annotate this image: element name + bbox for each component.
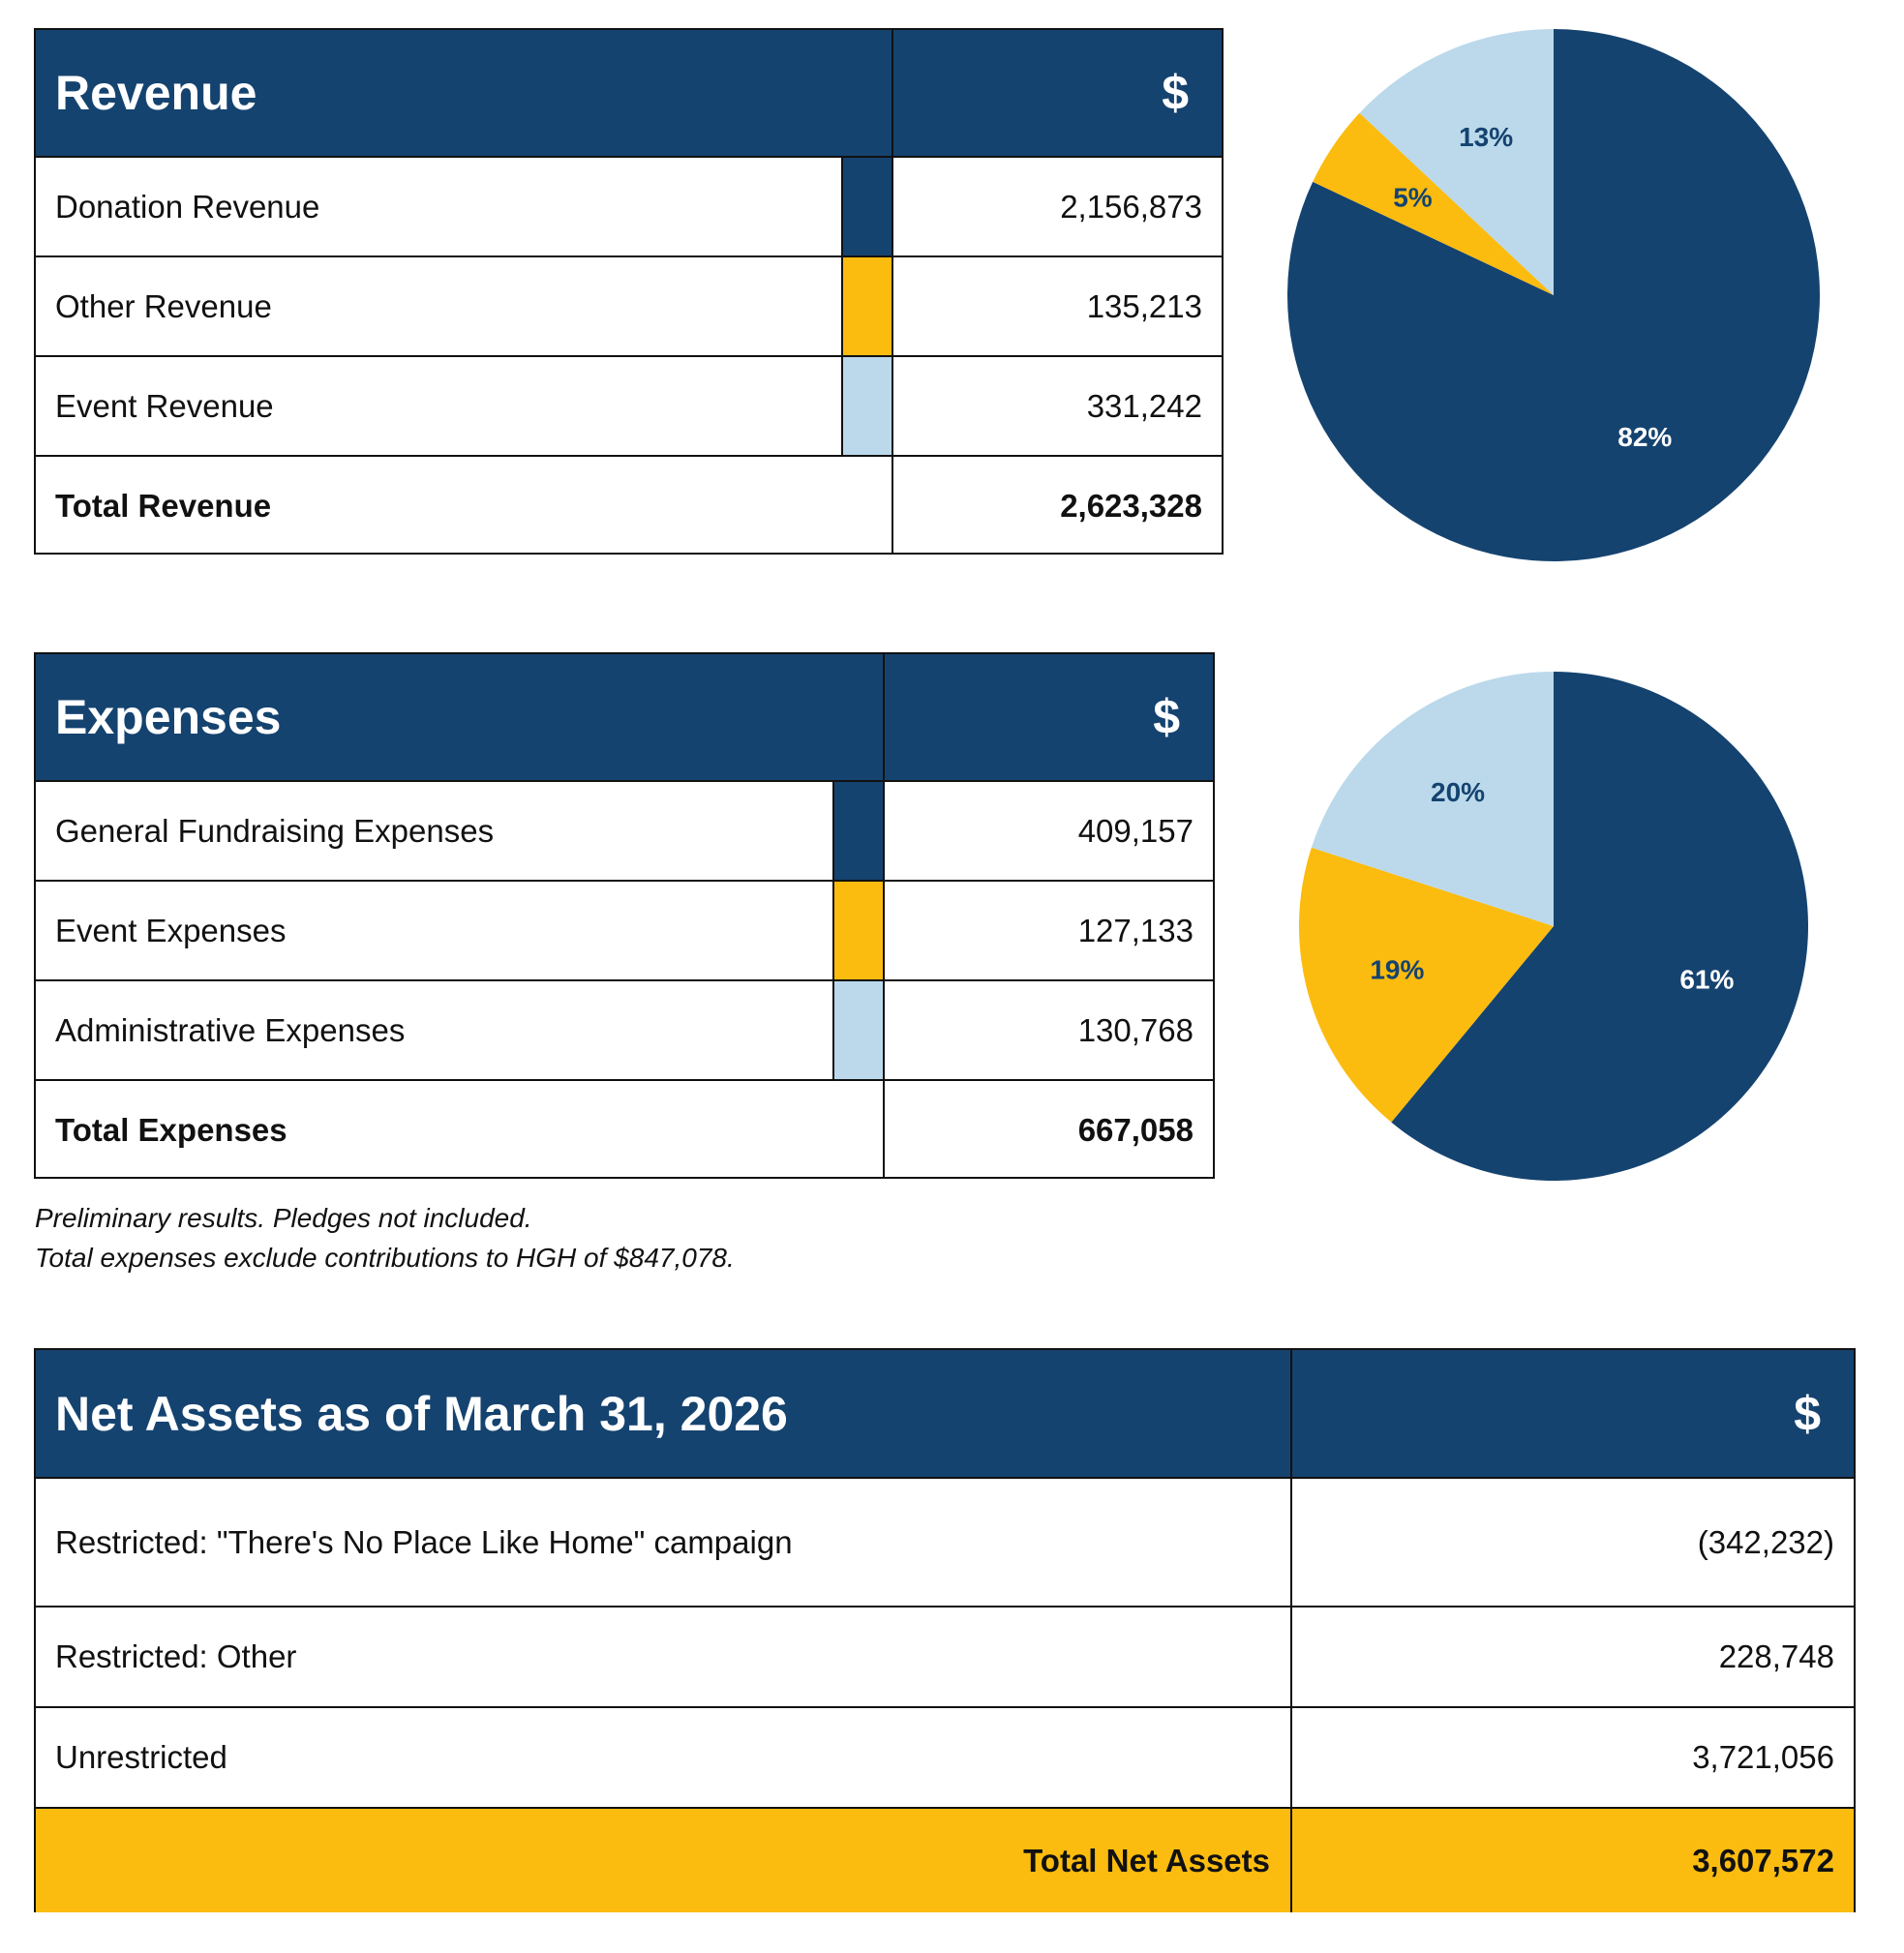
table-row: Administrative Expenses 130,768 [36,979,1213,1079]
net-assets-title: Net Assets as of March 31, 2026 [55,1386,788,1441]
net-assets-row-value: (342,232) [1697,1523,1834,1560]
table-row: Event Revenue 331,242 [36,355,1222,455]
expenses-title: Expenses [55,690,282,744]
table-row: Restricted: "There's No Place Like Home"… [36,1477,1854,1606]
expenses-header: Expenses $ [36,654,1213,780]
pie-slice-administrative [1311,672,1554,926]
legend-swatch-donation [841,158,892,255]
pie-data-label-event: 13% [1459,122,1513,152]
table-row: Other Revenue 135,213 [36,255,1222,355]
pie-slice-general-fundraising [1391,672,1808,1181]
pie-slice-other [1313,112,1554,295]
net-assets-header: Net Assets as of March 31, 2026 $ [36,1350,1854,1477]
revenue-pie-chart: 82% 5% 13% [1287,29,1820,561]
revenue-row-value: 135,213 [1086,287,1202,324]
net-assets-row-label: Unrestricted [55,1739,227,1775]
table-row: Unrestricted 3,721,056 [36,1706,1854,1807]
net-assets-table: Net Assets as of March 31, 2026 $ Restri… [34,1348,1856,1912]
legend-swatch-general [832,782,883,880]
pie-data-label-general-fundraising: 61% [1679,964,1734,994]
expenses-row-label: Administrative Expenses [55,1011,406,1048]
expenses-currency-label: $ [1153,690,1180,744]
pie-data-label-administrative: 20% [1431,777,1485,807]
net-assets-row-value: 3,721,056 [1692,1739,1834,1775]
expenses-row-value: 130,768 [1077,1011,1194,1048]
table-row: Event Expenses 127,133 [36,880,1213,979]
pie-data-label-other: 5% [1393,182,1433,212]
total-expenses-row: Total Expenses 667,058 [36,1079,1213,1179]
pie-data-label-event: 19% [1370,954,1424,984]
pie-slice-event [1299,847,1554,1123]
total-revenue-value: 2,623,328 [1060,487,1202,524]
revenue-row-value: 2,156,873 [1060,188,1202,225]
legend-swatch-other [841,257,892,355]
revenue-row-label: Other Revenue [55,287,272,324]
total-revenue-row: Total Revenue 2,623,328 [36,455,1222,555]
legend-swatch-event [841,357,892,455]
expenses-row-value: 409,157 [1077,812,1194,849]
legend-swatch-event [832,882,883,979]
expenses-row-value: 127,133 [1077,912,1194,948]
total-net-assets-label: Total Net Assets [1023,1842,1270,1878]
net-assets-currency-label: $ [1794,1386,1821,1441]
revenue-row-label: Event Revenue [55,387,274,424]
legend-swatch-admin [832,981,883,1079]
revenue-row-value: 331,242 [1086,387,1202,424]
expenses-pie-chart: 61% 19% 20% [1299,672,1808,1181]
note-preliminary: Preliminary results. Pledges not include… [35,1203,532,1233]
total-net-assets-row: Total Net Assets 3,607,572 [36,1807,1854,1912]
revenue-row-label: Donation Revenue [55,188,320,225]
total-expenses-value: 667,058 [1077,1111,1194,1148]
expenses-row-label: Event Expenses [55,912,287,948]
revenue-header: Revenue $ [36,30,1222,156]
expenses-row-label: General Fundraising Expenses [55,812,495,849]
total-expenses-label: Total Expenses [55,1111,287,1148]
note-hgh-contributions: Total expenses exclude contributions to … [35,1243,735,1273]
revenue-title: Revenue [55,66,257,120]
revenue-table: Revenue $ Donation Revenue 2,156,873 Oth… [34,28,1224,555]
expenses-table: Expenses $ General Fundraising Expenses … [34,652,1215,1179]
table-row: Donation Revenue 2,156,873 [36,156,1222,255]
revenue-currency-label: $ [1162,66,1189,120]
table-row: Restricted: Other 228,748 [36,1606,1854,1706]
net-assets-row-value: 228,748 [1718,1638,1834,1674]
net-assets-row-label: Restricted: "There's No Place Like Home"… [55,1523,793,1560]
pie-data-label-donation: 82% [1617,422,1672,452]
total-net-assets-value: 3,607,572 [1692,1842,1834,1878]
pie-slice-event [1359,29,1554,295]
total-revenue-label: Total Revenue [55,487,272,524]
net-assets-row-label: Restricted: Other [55,1638,297,1674]
table-row: General Fundraising Expenses 409,157 [36,780,1213,880]
